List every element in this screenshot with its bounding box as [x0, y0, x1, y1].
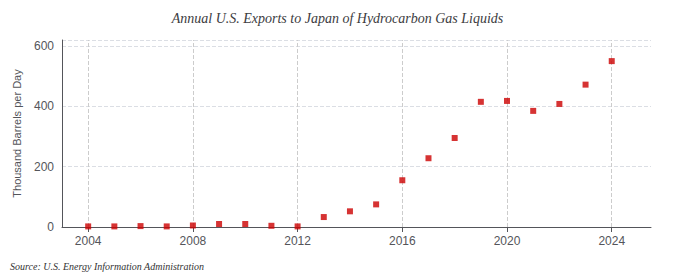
svg-text:Annual U.S. Exports to Japan o: Annual U.S. Exports to Japan of Hydrocar…	[171, 11, 504, 26]
svg-text:400: 400	[34, 99, 54, 113]
svg-text:Thousand Barrels per Day: Thousand Barrels per Day	[11, 69, 23, 198]
svg-text:200: 200	[34, 160, 54, 174]
svg-text:2008: 2008	[180, 234, 207, 248]
svg-text:2004: 2004	[75, 234, 102, 248]
svg-text:2024: 2024	[598, 234, 625, 248]
svg-text:2016: 2016	[389, 234, 416, 248]
svg-text:2012: 2012	[284, 234, 311, 248]
svg-text:0: 0	[47, 220, 54, 234]
svg-text:600: 600	[34, 39, 54, 53]
svg-text:2020: 2020	[494, 234, 521, 248]
svg-text:Source: U.S. Energy Informatio: Source: U.S. Energy Information Administ…	[10, 261, 204, 272]
